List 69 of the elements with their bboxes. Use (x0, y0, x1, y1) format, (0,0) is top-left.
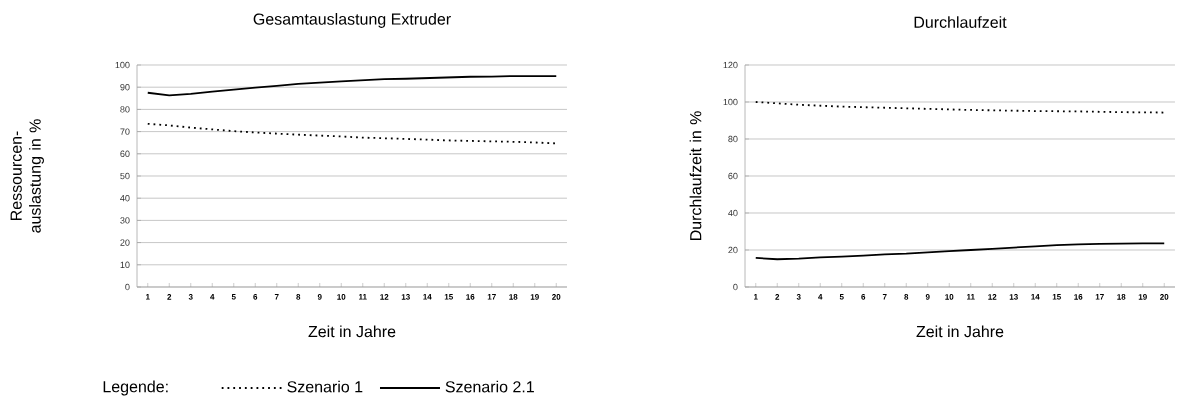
x-tick-label: 15 (444, 294, 453, 300)
x-tick-label: 17 (487, 294, 496, 300)
x-tick-label: 18 (1117, 294, 1126, 300)
x-tick-label: 13 (1009, 294, 1018, 300)
x-tick-label: 10 (337, 294, 346, 300)
x-tick-label: 6 (861, 294, 866, 300)
x-tick-label: 7 (274, 294, 279, 300)
chart-title: Durchlaufzeit (914, 16, 1007, 28)
x-tick-label: 8 (296, 294, 301, 300)
x-tick-label: 15 (1052, 294, 1061, 300)
x-tick-label: 20 (552, 294, 561, 300)
legend-title: Legende: (103, 380, 168, 396)
y-axis-title: Durchlaufzeit in % (689, 111, 702, 241)
x-tick-label: 1 (754, 294, 758, 300)
x-axis-title: Zeit in Jahre (308, 325, 396, 338)
x-tick-label: 16 (466, 294, 475, 300)
x-tick-label: 14 (423, 294, 432, 300)
y-tick-label: 100 (723, 98, 738, 106)
y-tick-label: 90 (120, 84, 130, 91)
x-tick-label: 2 (775, 294, 780, 300)
x-tick-label: 10 (945, 294, 954, 300)
x-tick-label: 16 (1074, 294, 1083, 300)
x-tick-label: 4 (210, 294, 215, 300)
y-tick-label: 40 (120, 195, 130, 202)
x-tick-label: 11 (967, 294, 975, 300)
x-tick-label: 19 (1138, 294, 1147, 300)
y-tick-label: 80 (728, 135, 738, 143)
y-tick-label: 70 (120, 128, 130, 135)
y-tick-label: 60 (728, 172, 738, 180)
x-tick-label: 17 (1095, 294, 1104, 300)
y-tick-label: 0 (733, 283, 738, 291)
x-tick-label: 12 (988, 294, 997, 300)
y-tick-label: 10 (120, 261, 130, 268)
x-tick-label: 9 (925, 294, 930, 300)
legend-label: Szenario 1 (287, 380, 363, 393)
chart-title: Gesamtauslastung Extruder (253, 13, 451, 28)
x-tick-label: 19 (530, 294, 539, 300)
y-tick-label: 100 (115, 61, 130, 69)
x-tick-label: 13 (401, 294, 410, 300)
y-tick-label: 20 (728, 246, 738, 254)
y-tick-label: 120 (723, 61, 738, 69)
line-series (754, 242, 1166, 261)
y-tick-label: 0 (125, 283, 130, 291)
y-tick-label: 20 (120, 239, 130, 246)
x-tick-label: 9 (317, 294, 322, 300)
x-tick-label: 3 (796, 294, 801, 300)
x-tick-label: 14 (1031, 294, 1040, 300)
x-tick-label: 6 (253, 294, 258, 300)
y-tick-label: 60 (120, 150, 130, 157)
x-tick-label: 4 (818, 294, 823, 300)
y-tick-label: 40 (728, 209, 738, 217)
x-tick-label: 1 (146, 294, 150, 300)
x-tick-label: 5 (231, 294, 236, 300)
x-axis-title: Zeit in Jahre (916, 325, 1004, 338)
x-tick-label: 3 (188, 294, 193, 300)
line-series (146, 122, 558, 145)
y-axis-title: Ressourcen-auslastung in % (10, 119, 44, 233)
x-tick-label: 8 (904, 294, 909, 300)
x-tick-label: 7 (882, 294, 887, 300)
x-tick-label: 20 (1160, 294, 1169, 300)
x-tick-label: 11 (359, 294, 367, 300)
x-tick-label: 12 (380, 294, 389, 300)
x-tick-label: 5 (839, 294, 844, 300)
y-tick-label: 30 (120, 217, 130, 224)
x-tick-label: 18 (509, 294, 518, 300)
x-tick-label: 2 (167, 294, 172, 300)
y-tick-label: 80 (120, 106, 130, 113)
legend-label: Szenario 2.1 (445, 380, 534, 393)
y-tick-label: 50 (120, 172, 130, 180)
